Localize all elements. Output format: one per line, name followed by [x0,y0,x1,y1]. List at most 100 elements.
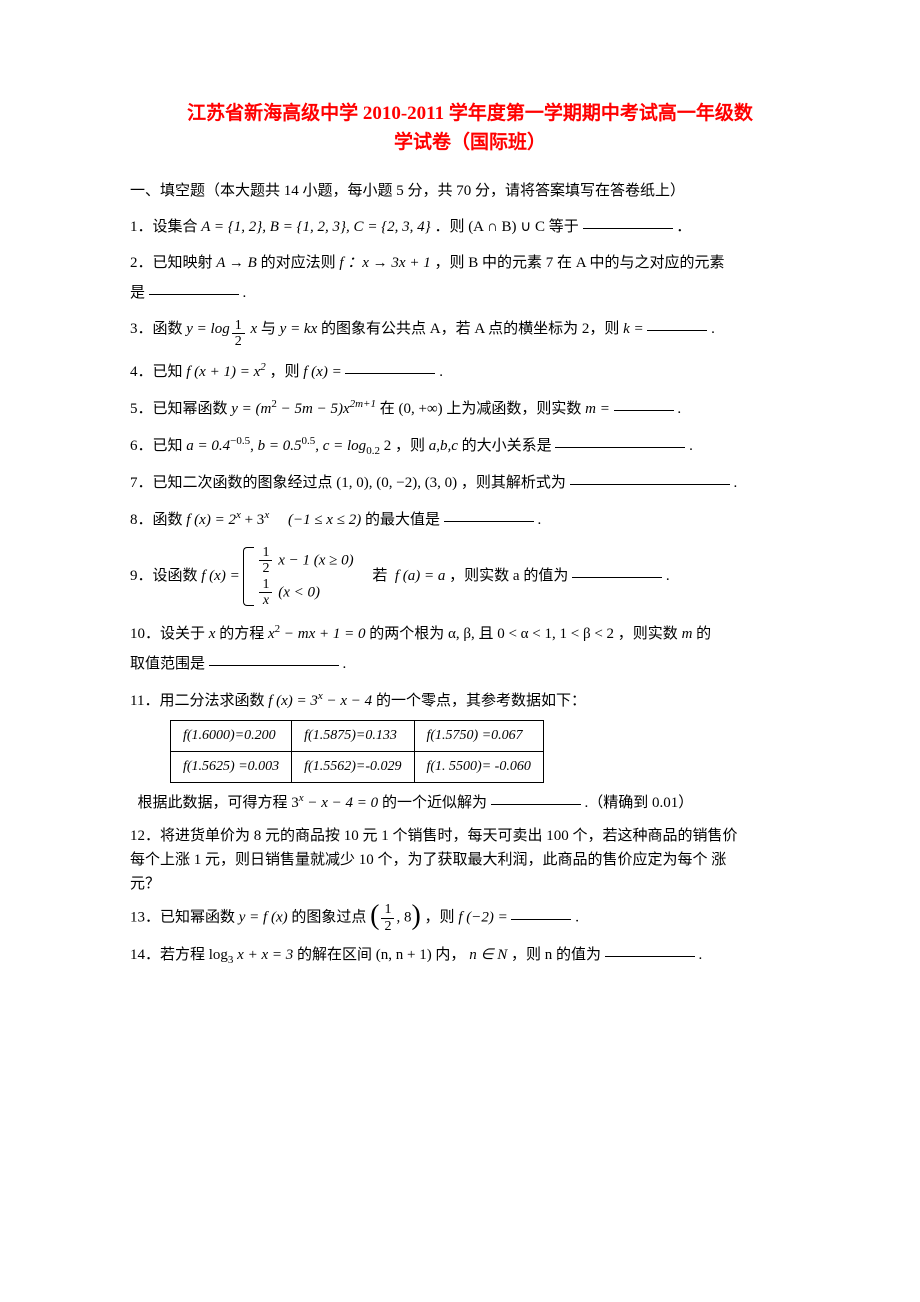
q9-c2r: (x < 0) [274,584,320,600]
q7-suffix: . [733,475,737,491]
rparen-icon: ) [411,905,420,927]
q11-blank [491,790,581,805]
question-10: 10．设关于 x 的方程 x2 − mx + 1 = 0 的两个根为 α, β,… [130,618,810,679]
q3-bn: 1 [232,318,245,334]
q2-mid2: ，则 B 中的元素 7 在 A 中的与之对应的元素 [434,255,724,271]
question-13: 13．已知幂函数 y = f (x) 的图象过点 (12, 8) ，则 f (−… [130,902,810,934]
q7-prefix: 7．已知二次函数的图象经过点 (1, 0), (0, −2), (3, 0) ，… [130,475,570,491]
q4-suffix: . [439,364,443,380]
q9-blank [572,563,662,578]
q6-b: b = 0.5 [258,438,302,454]
q11-table: f(1.6000)=0.200 f(1.5875)=0.133 f(1.5750… [170,720,544,783]
q2-blank [149,280,239,295]
q9-suffix: . [666,568,670,584]
q6-c: c = log [323,438,366,454]
q2-expr: A → B [216,255,257,271]
exam-title: 江苏省新海高级中学 2010-2011 学年度第一学期期中考试高一年级数 学试卷… [130,100,810,157]
q14-blank [605,942,695,957]
q1-mid: ．则 (A ∩ B) ∪ C 等于 [434,219,578,235]
cell: f(1.5562)=-0.029 [292,752,414,783]
q4-mid: ，则 [269,364,303,380]
q12-l2: 每个上涨 1 元，则日销售量就减少 10 个，为了获取最大利润，此商品的售价应定… [130,852,726,868]
q5-prefix: 5．已知幂函数 [130,401,231,417]
q5-mid2: 在 (0, +∞) 上为减函数，则实数 [380,401,585,417]
q9-mid: 若 [357,568,391,584]
cell: f(1.5625) =0.003 [171,752,292,783]
q8-mid: 的最大值是 [365,512,440,528]
q11-suffix: .（精确到 0.01） [584,795,693,811]
question-1: 1．设集合 A = {1, 2}, B = {1, 2, 3}, C = {2,… [130,212,810,242]
q5-y: y = (m [231,401,271,417]
q2-line2: 是 [130,285,145,301]
question-5: 5．已知幂函数 y = (m2 − 5m − 5)x2m+1 在 (0, +∞)… [130,393,810,424]
q6-blank [555,433,685,448]
question-7: 7．已知二次函数的图象经过点 (1, 0), (0, −2), (3, 0) ，… [130,468,810,498]
question-11: 11．用二分法求函数 f (x) = 3x − x − 4 的一个零点，其参考数… [130,685,810,818]
q2-f: f ：x → 3x + 1 [339,255,430,271]
question-9: 9．设函数 f (x) = 12 x − 1 (x ≥ 0) 1x (x < 0… [130,541,810,613]
q10-mid3: 的 [696,626,711,642]
q9-c1d: 2 [259,561,272,576]
q11-mid2: 的一个近似解为 [382,795,487,811]
q4-f2: f (x) = [303,364,345,380]
q6-eb: 0.5 [301,435,315,447]
q10-line2: 取值范围是 [130,656,205,672]
q13-pr: , 8 [396,910,411,926]
q7-blank [570,470,730,485]
q3-blank [647,316,707,331]
q13-mid1: 的图象过点 [291,910,370,926]
q9-fa: f (a) = a [395,568,446,584]
q5-e2: 2m+1 [350,398,376,410]
q10-mid1: 的方程 [219,626,268,642]
q9-c2n: 1 [259,577,272,593]
title-line2: 学试卷（国际班） [394,132,546,153]
q3-y1: y = log [186,321,229,337]
q6-mid2: 的大小关系是 [462,438,552,454]
q8-plus: + 3 [241,512,264,528]
q10-m: m [682,626,693,642]
q6-ea: −0.5 [230,435,250,447]
question-12: 12．将进货单价为 8 元的商品按 10 元 1 个销售时，每天可卖出 100 … [130,824,810,896]
question-4: 4．已知 f (x + 1) = x2 ，则 f (x) = . [130,356,810,387]
q8-f: f (x) = 2 [186,512,236,528]
q3-mid2: 的图象有公共点 A，若 A 点的横坐标为 2，则 [321,321,623,337]
q2-suffix: . [243,285,247,301]
cell: f(1. 5500)= -0.060 [414,752,543,783]
cell: f(1.5750) =0.067 [414,721,543,752]
q9-piecewise: 12 x − 1 (x ≥ 0) 1x (x < 0) [243,545,353,609]
table-row: f(1.5625) =0.003 f(1.5562)=-0.029 f(1. 5… [171,752,544,783]
q10-blank [209,651,339,666]
q6-prefix: 6．已知 [130,438,186,454]
q9-f: f (x) = [201,568,243,584]
q3-prefix: 3．函数 [130,321,186,337]
q6-ca: 2 [380,438,391,454]
q13-mid2: ，则 [425,910,459,926]
q11-f: f (x) = 3 [268,693,318,709]
cell: f(1.6000)=0.200 [171,721,292,752]
question-2: 2．已知映射 A → B 的对应法则 f ：x → 3x + 1 ，则 B 中的… [130,248,810,308]
q4-e: 2 [260,361,266,373]
q8-e2: x [264,509,269,521]
q10-mid2: 的两个根为 α, β, 且 0 < α < 1, 1 < β < 2 ，则实数 [369,626,681,642]
q14-rest: x + x = 3 [233,947,293,963]
q12-l1: 12．将进货单价为 8 元的商品按 10 元 1 个销售时，每天可卖出 100 … [130,828,738,844]
q2-prefix: 2．已知映射 [130,255,216,271]
q6-s1: , [250,438,258,454]
q13-f: f (−2) = [458,910,511,926]
q3-k: k = [623,321,647,337]
q3-y2: y = kx [280,321,318,337]
question-6: 6．已知 a = 0.4−0.5, b = 0.50.5, c = log0.2… [130,430,810,462]
q9-prefix: 9．设函数 [130,568,201,584]
q9-c2d: x [259,593,272,608]
q12-l3: 元？ [130,876,160,892]
q3-mid1: 与 [261,321,280,337]
q11-prefix: 11．用二分法求函数 [130,693,268,709]
q3-bd: 2 [232,334,245,349]
q4-prefix: 4．已知 [130,364,186,380]
section-header: 一、填空题（本大题共 14 小题，每小题 5 分，共 70 分，请将答案填写在答… [130,177,810,206]
q9-c1n: 1 [259,545,272,561]
q4-blank [345,359,435,374]
q6-cb: 0.2 [366,445,380,457]
q10-rest: − mx + 1 = 0 [280,626,365,642]
q1-prefix: 1．设集合 [130,219,201,235]
